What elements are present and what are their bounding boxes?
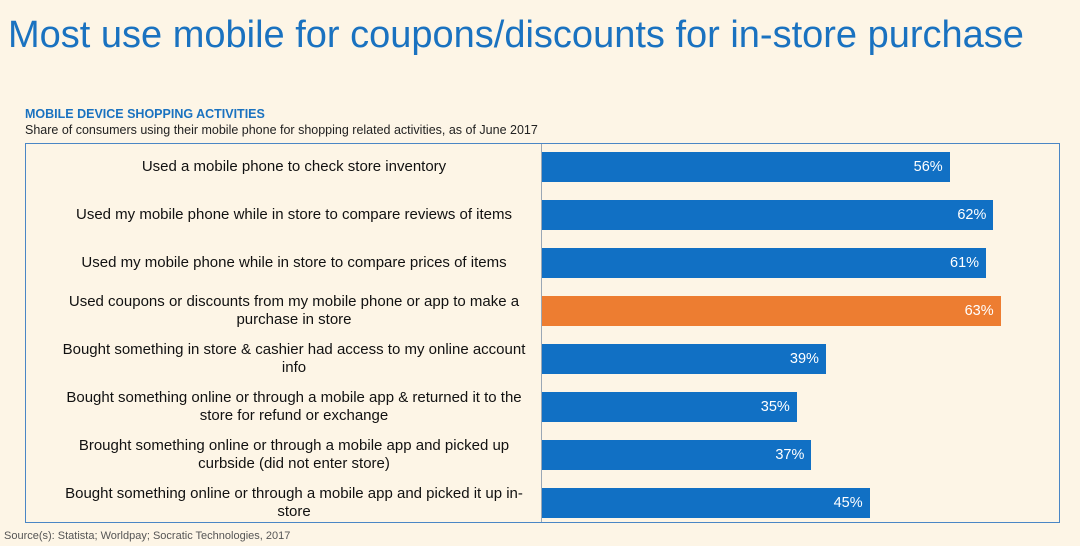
bar-value-label: 37% <box>775 447 805 463</box>
category-label: Bought something online or through a mob… <box>34 389 554 425</box>
bar <box>542 344 826 374</box>
category-label: Bought something in store & cashier had … <box>34 341 554 377</box>
category-label-line: Bought something online or through a mob… <box>65 485 523 502</box>
bar-value-label: 56% <box>913 159 943 175</box>
bar <box>542 392 797 422</box>
category-label: Used my mobile phone while in store to c… <box>34 254 554 272</box>
bar-value-label: 45% <box>833 495 863 511</box>
bar <box>542 152 950 182</box>
category-label-line: Bought something online or through a mob… <box>66 389 522 406</box>
bar-value-label: 35% <box>760 399 790 415</box>
category-label-line: Bought something in store & cashier had … <box>62 341 526 358</box>
bar-value-label: 39% <box>789 351 819 367</box>
source-note: Source(s): Statista; Worldpay; Socratic … <box>4 530 291 542</box>
category-label-line: Used a mobile phone to check store inven… <box>141 158 447 175</box>
bar <box>542 200 994 230</box>
bar <box>542 296 1001 326</box>
bar-value-label: 63% <box>964 303 994 319</box>
category-label: Brought something online or through a mo… <box>34 437 554 473</box>
category-label-line: info <box>281 359 307 376</box>
category-label-line: Used my mobile phone while in store to c… <box>75 206 513 223</box>
category-label: Used coupons or discounts from my mobile… <box>34 293 554 329</box>
chart-subtitle: Share of consumers using their mobile ph… <box>25 123 538 137</box>
category-axis-line <box>541 144 542 522</box>
category-label: Used my mobile phone while in store to c… <box>34 206 554 224</box>
category-label-line: store <box>277 503 311 520</box>
category-label-line: curbside (did not enter store) <box>198 455 390 472</box>
slide-title: Most use mobile for coupons/discounts fo… <box>8 14 1024 56</box>
bar-value-label: 62% <box>957 207 987 223</box>
bar <box>542 440 812 470</box>
category-label: Bought something online or through a mob… <box>34 485 554 521</box>
category-label-line: purchase in store <box>236 311 352 328</box>
bar <box>542 488 870 518</box>
category-label-line: Used coupons or discounts from my mobile… <box>68 293 520 310</box>
bar-value-label: 61% <box>950 255 980 271</box>
bar <box>542 248 987 278</box>
category-label: Used a mobile phone to check store inven… <box>34 158 554 176</box>
chart-frame: Used a mobile phone to check store inven… <box>25 143 1060 523</box>
category-label-line: Brought something online or through a mo… <box>78 437 510 454</box>
category-label-line: store for refund or exchange <box>199 407 389 424</box>
chart-title: MOBILE DEVICE SHOPPING ACTIVITIES <box>25 107 265 121</box>
category-label-line: Used my mobile phone while in store to c… <box>81 254 507 271</box>
